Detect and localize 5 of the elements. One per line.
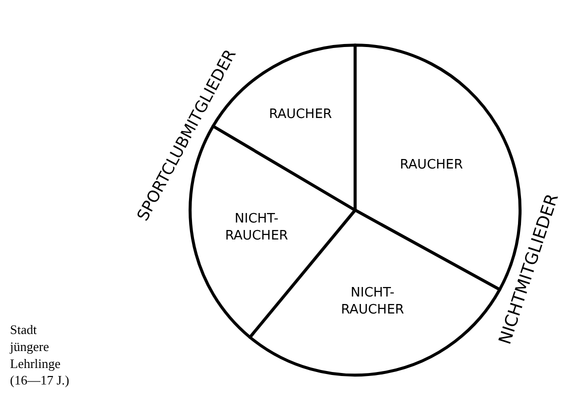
- slice-label: RAUCHER: [268, 106, 332, 122]
- slice-label: NICHT- RAUCHER: [225, 211, 288, 244]
- slice-label: NICHT- RAUCHER: [341, 286, 404, 318]
- text: Stadt jüngere Lehrlinge (16—17 J.): [9, 322, 70, 388]
- slice-label: RAUCHER: [400, 157, 463, 172]
